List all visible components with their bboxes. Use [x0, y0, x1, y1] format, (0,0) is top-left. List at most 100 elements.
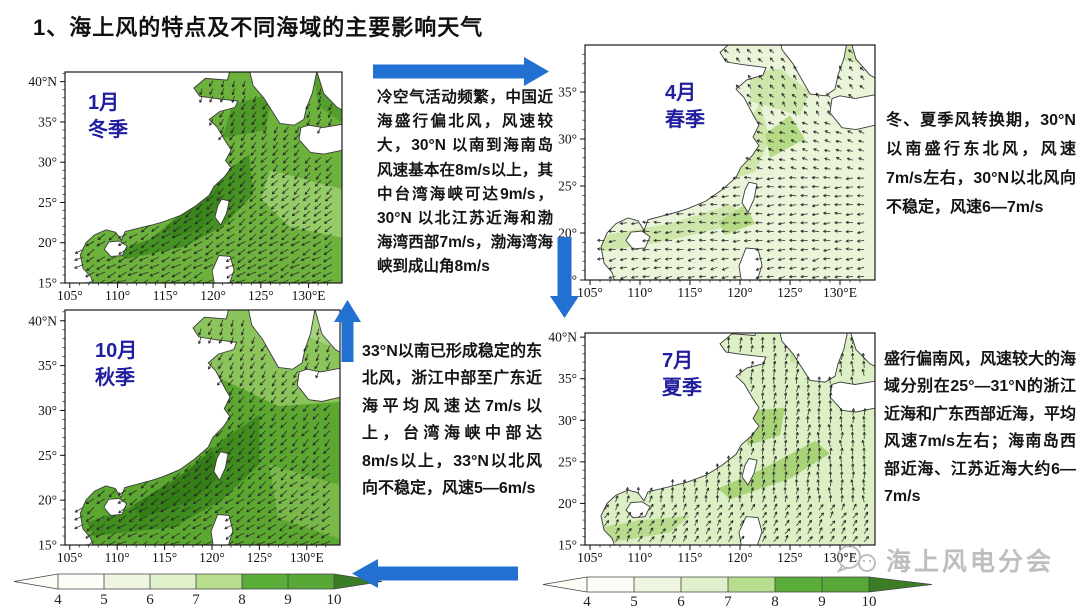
svg-text:10: 10	[862, 594, 877, 608]
svg-text:20°: 20°	[558, 226, 577, 241]
note-autumn: 33°N以南已形成稳定的东北风，浙江中部至广东近海平均风速达7m/s以上，台湾海…	[362, 343, 542, 498]
svg-text:115°: 115°	[677, 285, 702, 300]
wind-vectors-jul	[604, 337, 870, 542]
watermark-text: 海上风电分会	[886, 548, 1055, 576]
svg-text:7: 7	[724, 594, 732, 608]
svg-text:40°N: 40°N	[548, 330, 577, 345]
svg-text:30°: 30°	[38, 403, 57, 418]
map-panel-oct: 40°N 35° 30° 25° 20° 15°105° 110° 115° 120° 125° 1…	[28, 309, 341, 565]
note-winter: 冷空气活动频繁，中国近海盛行偏北风，风速较大，30°N 以南到海南岛风速基本在8…	[377, 89, 553, 276]
wind-vectors-apr	[597, 48, 865, 280]
svg-text:105°: 105°	[577, 285, 603, 300]
map-axes-apr: 35°30°25°20°15°105°110°115°120°125°130°E	[558, 54, 861, 300]
svg-text:30°: 30°	[558, 132, 577, 147]
watermark: 海上风电分会	[834, 542, 1054, 578]
svg-text:120°: 120°	[200, 288, 226, 303]
svg-text:120°: 120°	[199, 550, 225, 565]
map-panel-apr: 35°30°25°20°15°105°110°115°120°125°130°E	[558, 44, 876, 300]
map-plot-jul	[585, 333, 875, 545]
map-label-october: 10月秋季	[95, 338, 137, 392]
map-month-april: 4月	[665, 82, 697, 104]
svg-text:5: 5	[630, 594, 638, 608]
note-spring: 冬、夏季风转换期，30°N以南盛行东北风，风速7m/s左右，30°N以北风向不稳…	[886, 112, 1076, 216]
map-label-july: 7月夏季	[662, 348, 702, 402]
svg-text:6: 6	[677, 594, 685, 608]
svg-text:120°: 120°	[727, 285, 753, 300]
svg-text:35°: 35°	[38, 114, 57, 129]
map-axes-jul: 40°N 35° 30° 25° 20° 15°105° 110° 115° 120° 125° 1…	[548, 330, 861, 565]
svg-text:30°: 30°	[558, 413, 577, 428]
svg-text:110°: 110°	[627, 285, 652, 300]
svg-text:25°: 25°	[558, 454, 577, 469]
svg-text:105°: 105°	[57, 288, 83, 303]
svg-text:125°: 125°	[247, 550, 273, 565]
svg-text:35°: 35°	[558, 85, 577, 100]
map-season-january: 冬季	[88, 119, 128, 141]
map-label-april: 4月春季	[665, 80, 705, 134]
map-season-july: 夏季	[662, 377, 702, 399]
map-plot-jan	[65, 72, 342, 283]
page-title: 1、海上风的特点及不同海域的主要影响天气	[33, 15, 484, 40]
flow-arrow-left	[352, 559, 518, 588]
svg-text:40°N: 40°N	[28, 74, 57, 89]
map-panel-jan: 40°N 35° 30° 25° 20° 15°105° 110° 115° 120° 125° 1…	[28, 71, 343, 303]
svg-text:30°: 30°	[38, 155, 57, 170]
wind-vectors-jan	[74, 80, 333, 283]
svg-text:115°: 115°	[152, 550, 177, 565]
colorbar-right: 4 5 6 7 8 9 10	[542, 576, 933, 608]
map-month-january: 1月	[88, 92, 120, 114]
map-panel-jul: 40°N 35° 30° 25° 20° 15°105° 110° 115° 120° 125° 1…	[548, 330, 876, 565]
map-axes-jan: 40°N 35° 30° 25° 20° 15°105° 110° 115° 120° 125° 1…	[28, 73, 329, 303]
svg-text:105°: 105°	[57, 550, 83, 565]
svg-text:110°: 110°	[105, 288, 130, 303]
svg-text:130°E: 130°E	[290, 550, 324, 565]
svg-text:15°: 15°	[38, 538, 57, 553]
svg-text:8: 8	[771, 594, 779, 608]
map-plot-apr	[585, 45, 875, 280]
wind-vectors-oct	[74, 319, 331, 545]
flow-arrow-right	[373, 57, 549, 86]
svg-text:7: 7	[192, 592, 200, 608]
svg-text:8: 8	[238, 592, 246, 608]
svg-text:120°: 120°	[727, 550, 753, 565]
svg-text:9: 9	[284, 592, 292, 608]
map-label-january: 1月冬季	[88, 90, 128, 144]
svg-text:35°: 35°	[38, 358, 57, 373]
svg-text:115°: 115°	[677, 550, 702, 565]
svg-text:110°: 110°	[627, 550, 652, 565]
svg-text:20°: 20°	[38, 493, 57, 508]
map-season-october: 秋季	[95, 367, 135, 389]
svg-text:125°: 125°	[777, 285, 803, 300]
svg-text:130°E: 130°E	[292, 288, 326, 303]
svg-text:5: 5	[100, 592, 108, 608]
svg-text:10: 10	[327, 592, 342, 608]
svg-text:105°: 105°	[577, 550, 603, 565]
svg-text:115°: 115°	[153, 288, 178, 303]
svg-text:125°: 125°	[248, 288, 274, 303]
map-plot-oct	[65, 310, 340, 545]
svg-text:15°: 15°	[558, 538, 577, 553]
svg-text:4: 4	[54, 592, 62, 608]
svg-text:15°: 15°	[38, 276, 57, 291]
svg-text:20°: 20°	[38, 235, 57, 250]
svg-text:25°: 25°	[558, 179, 577, 194]
wechat-bubbles-icon	[836, 545, 876, 573]
map-month-july: 7月	[662, 350, 694, 372]
svg-text:4: 4	[583, 594, 591, 608]
svg-text:25°: 25°	[38, 448, 57, 463]
svg-text:9: 9	[818, 594, 826, 608]
map-month-october: 10月	[95, 340, 138, 362]
svg-text:20°: 20°	[558, 496, 577, 511]
svg-text:35°: 35°	[558, 371, 577, 386]
colorbar-left: 4 5 6 7 8 9 10	[13, 573, 383, 608]
flow-arrow-up	[334, 300, 361, 362]
svg-text:125°: 125°	[777, 550, 803, 565]
flow-arrow-down	[550, 237, 579, 318]
svg-text:25°: 25°	[38, 195, 57, 210]
map-axes-oct: 40°N 35° 30° 25° 20° 15°105° 110° 115° 120° 125° 1…	[28, 311, 327, 565]
map-season-april: 春季	[665, 109, 705, 131]
svg-text:40°N: 40°N	[28, 313, 57, 328]
svg-text:130°E: 130°E	[823, 285, 857, 300]
